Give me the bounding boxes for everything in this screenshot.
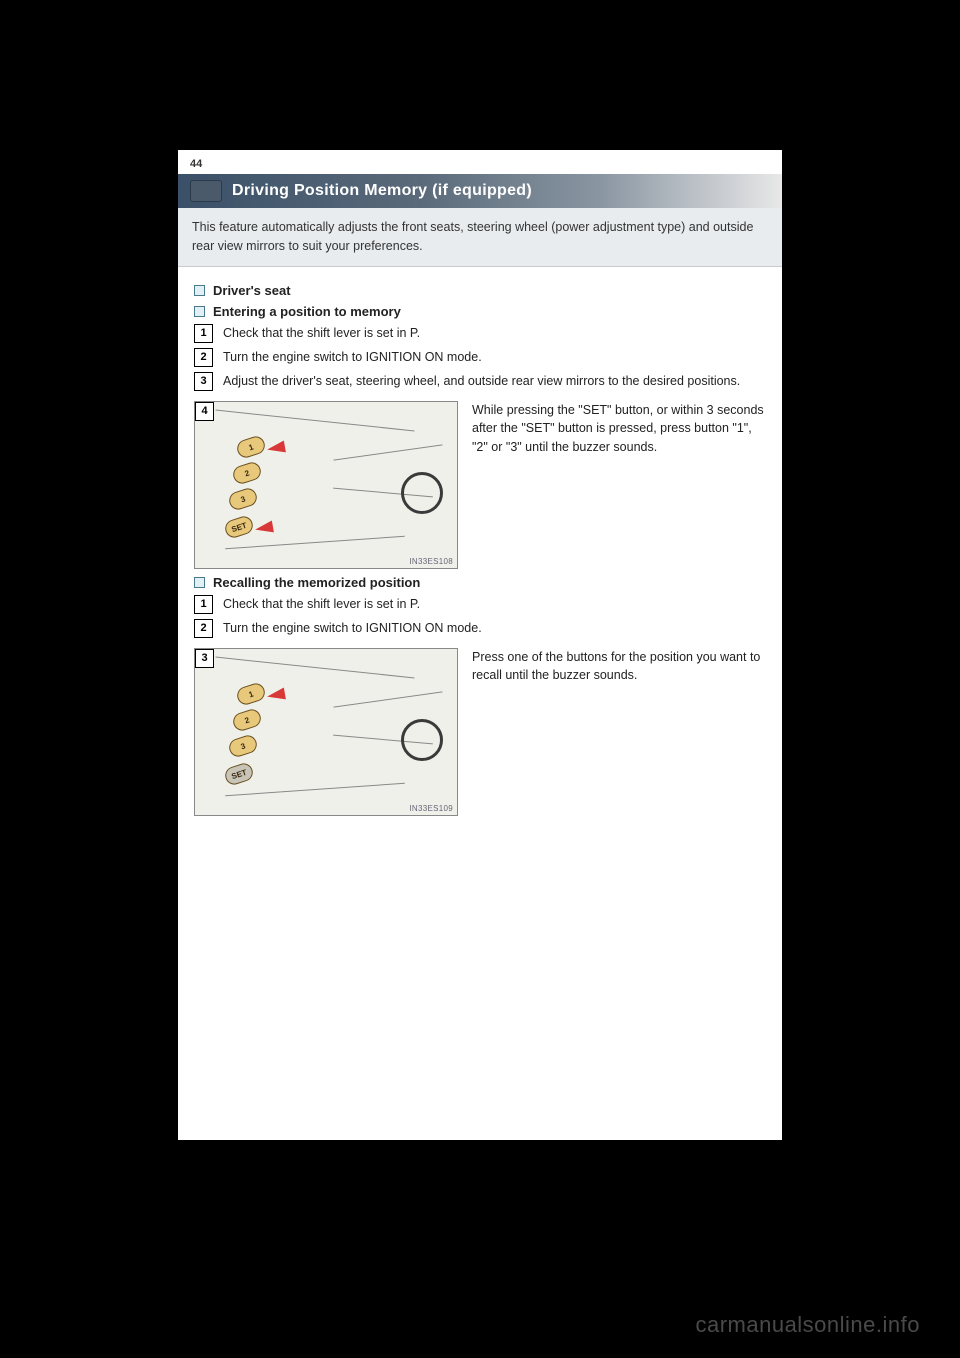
step-text: Press one of the buttons for the positio… <box>472 648 766 686</box>
step-item: 1 Check that the shift lever is set in P… <box>194 595 766 614</box>
step-text: Check that the shift lever is set in P. <box>223 324 766 342</box>
page-header: 44 <box>178 150 782 174</box>
step-number-box: 1 <box>194 324 213 343</box>
step-text: Check that the shift lever is set in P. <box>223 595 766 613</box>
square-bullet-icon <box>194 306 205 317</box>
subsection-heading: Driver's seat <box>213 283 291 298</box>
arrow-icon <box>266 687 286 702</box>
step-with-illustration: 4 1 2 3 SET IN33ES108 <box>194 401 766 569</box>
subsection-recalling-memory: Recalling the memorized position <box>194 575 766 590</box>
manual-page: 44 Driving Position Memory (if equipped)… <box>178 150 782 1140</box>
illustration-code: IN33ES109 <box>409 804 453 813</box>
memory-button-2: 2 <box>231 460 263 486</box>
step-number-box: 2 <box>194 619 213 638</box>
banner-icon <box>190 180 222 202</box>
subsection-heading: Recalling the memorized position <box>213 575 420 590</box>
step-item: 2 Turn the engine switch to IGNITION ON … <box>194 348 766 367</box>
page-number: 44 <box>190 158 202 170</box>
section-banner: Driving Position Memory (if equipped) <box>178 174 782 208</box>
memory-button-1: 1 <box>235 681 267 707</box>
subsection-heading: Entering a position to memory <box>213 304 401 319</box>
memory-button-set: SET <box>223 761 255 787</box>
step-text: Adjust the driver's seat, steering wheel… <box>223 372 766 390</box>
door-panel-drawing: 1 2 3 SET <box>195 402 457 568</box>
illustration-code: IN33ES108 <box>409 557 453 566</box>
step-item: 1 Check that the shift lever is set in P… <box>194 324 766 343</box>
step-number-box: 3 <box>194 372 213 391</box>
illustration-memory-set: 4 1 2 3 SET IN33ES108 <box>194 401 458 569</box>
step-number-box: 4 <box>195 402 214 421</box>
step-number-box: 1 <box>194 595 213 614</box>
memory-button-3: 3 <box>227 733 259 759</box>
banner-title: Driving Position Memory (if equipped) <box>232 182 532 200</box>
dashboard-drawing <box>333 669 453 779</box>
square-bullet-icon <box>194 577 205 588</box>
step-item: 3 Adjust the driver's seat, steering whe… <box>194 372 766 391</box>
subsection-driver-seat: Driver's seat <box>194 283 766 298</box>
feature-description: This feature automatically adjusts the f… <box>178 208 782 267</box>
arrow-icon <box>266 440 286 455</box>
arrow-icon <box>254 520 274 535</box>
steering-wheel-icon <box>401 472 443 514</box>
door-panel-drawing: 1 2 3 SET <box>195 649 457 815</box>
step-item: 2 Turn the engine switch to IGNITION ON … <box>194 619 766 638</box>
illustration-memory-recall: 3 1 2 3 SET IN33ES109 <box>194 648 458 816</box>
step-text: Turn the engine switch to IGNITION ON mo… <box>223 348 766 366</box>
memory-button-2: 2 <box>231 707 263 733</box>
step-text: Turn the engine switch to IGNITION ON mo… <box>223 619 766 637</box>
watermark-text: carmanualsonline.info <box>695 1312 920 1338</box>
step-text: While pressing the "SET" button, or with… <box>472 401 766 457</box>
step-number-box: 3 <box>195 649 214 668</box>
square-bullet-icon <box>194 285 205 296</box>
step-with-illustration: 3 1 2 3 SET IN33ES109 Press <box>194 648 766 816</box>
memory-button-1: 1 <box>235 434 267 460</box>
steering-wheel-icon <box>401 719 443 761</box>
dashboard-drawing <box>333 422 453 532</box>
subsection-entering-memory: Entering a position to memory <box>194 304 766 319</box>
memory-button-3: 3 <box>227 486 259 512</box>
memory-button-set: SET <box>223 514 255 540</box>
page-content: Driver's seat Entering a position to mem… <box>178 267 782 838</box>
step-number-box: 2 <box>194 348 213 367</box>
